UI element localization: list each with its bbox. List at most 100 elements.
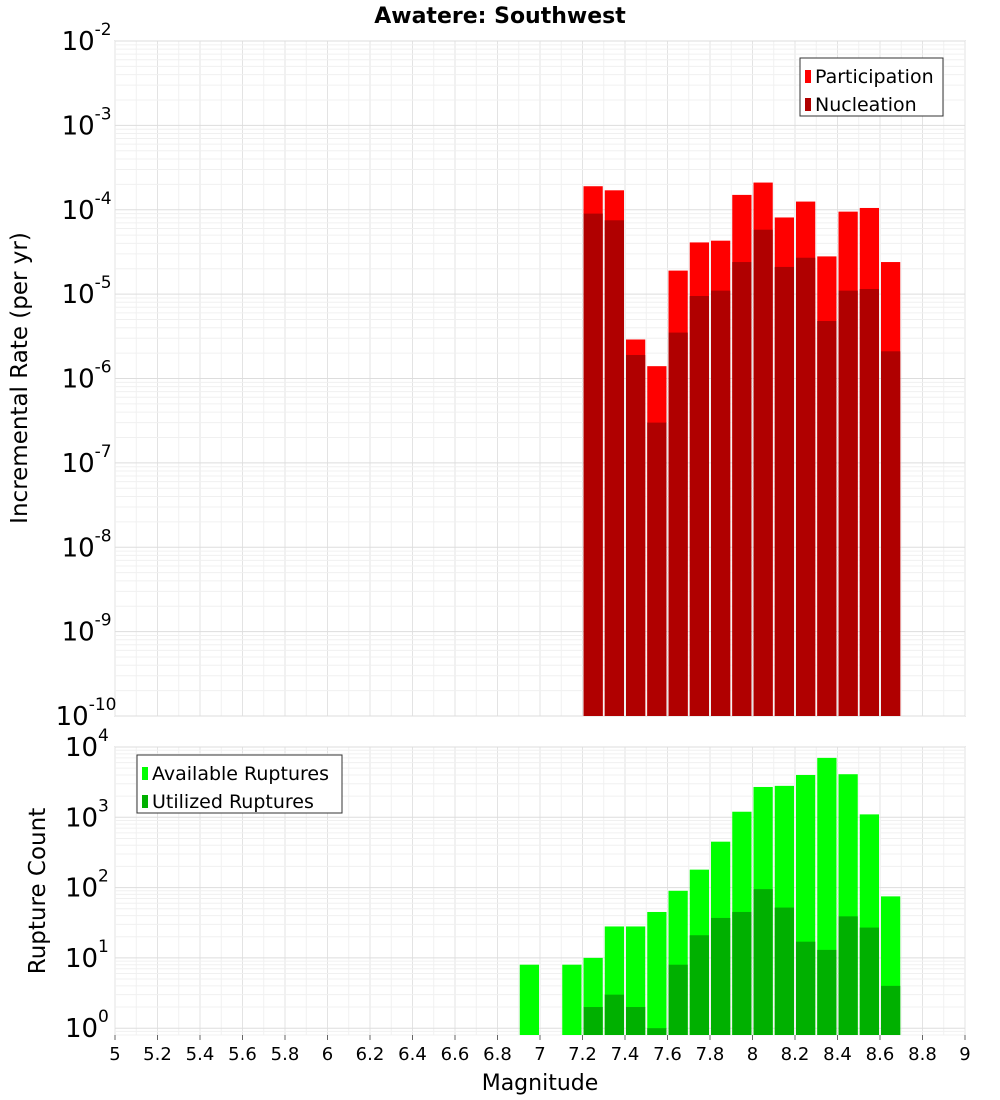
svg-text:10: 10 bbox=[62, 27, 95, 57]
x-tick-label: 9 bbox=[959, 1044, 970, 1065]
y-tick-label: 10 -5 bbox=[62, 273, 112, 310]
svg-text:-8: -8 bbox=[95, 526, 112, 546]
svg-text:10: 10 bbox=[62, 533, 95, 563]
svg-text:-3: -3 bbox=[95, 104, 112, 124]
y-tick-label: 10 -2 bbox=[62, 20, 112, 57]
x-tick-label: 8.4 bbox=[823, 1044, 852, 1065]
y-tick-label: 10 -3 bbox=[62, 104, 112, 141]
svg-text:10: 10 bbox=[65, 803, 98, 833]
y-tick-label: 10 -8 bbox=[62, 526, 112, 563]
y-tick-label: 10 0 bbox=[65, 1007, 109, 1044]
y-tick-label: 10 -9 bbox=[62, 611, 112, 648]
x-tick-label: 8 bbox=[747, 1044, 758, 1065]
rate-legend: Participation Nucleation bbox=[799, 57, 944, 117]
count-legend: Available Ruptures Utilized Ruptures bbox=[136, 754, 343, 814]
x-tick-label: 7.8 bbox=[696, 1044, 725, 1065]
bar-nucleation bbox=[753, 229, 773, 717]
bar-utilized-ruptures bbox=[796, 941, 816, 1035]
x-tick-label: 5.2 bbox=[143, 1044, 172, 1065]
svg-text:10: 10 bbox=[65, 1014, 98, 1044]
magnitude-x-ticks: 5 5.2 5.4 5.6 5.8 6 6.2 6.4 6.6 6.8 7 7.2 7.4 7.6 7.8 8… bbox=[109, 1035, 971, 1065]
x-tick-label: 6.8 bbox=[483, 1044, 512, 1065]
bar-utilized-ruptures bbox=[647, 1028, 667, 1035]
bar-nucleation bbox=[817, 321, 837, 716]
x-tick-label: 8.6 bbox=[866, 1044, 895, 1065]
x-tick-label: 7 bbox=[534, 1044, 545, 1065]
bar-utilized-ruptures bbox=[774, 907, 794, 1035]
svg-text:10: 10 bbox=[62, 449, 95, 479]
legend-swatch bbox=[805, 98, 811, 111]
x-tick-label: 5.4 bbox=[186, 1044, 215, 1065]
legend-entry: Participation bbox=[815, 66, 934, 88]
y-tick-label: 10 -10 bbox=[56, 695, 117, 732]
y-tick-label: 10 -4 bbox=[62, 189, 112, 226]
bar-nucleation bbox=[626, 354, 646, 716]
x-tick-label: 6.6 bbox=[441, 1044, 470, 1065]
svg-text:4: 4 bbox=[98, 726, 109, 746]
bar-available-ruptures bbox=[647, 911, 667, 1035]
bar-nucleation bbox=[583, 213, 603, 717]
chart-title: Awatere: Southwest bbox=[374, 4, 626, 29]
svg-text:10: 10 bbox=[65, 944, 98, 974]
svg-text:2: 2 bbox=[98, 867, 109, 887]
y-tick-label: 10 -7 bbox=[62, 442, 112, 479]
bar-utilized-ruptures bbox=[668, 964, 688, 1035]
svg-text:10: 10 bbox=[62, 111, 95, 141]
count-bars bbox=[519, 757, 901, 1035]
legend-swatch bbox=[805, 70, 811, 83]
y-tick-label: 10 2 bbox=[65, 867, 109, 904]
bar-utilized-ruptures bbox=[732, 911, 752, 1035]
y-tick-label: 10 -6 bbox=[62, 358, 112, 395]
bar-utilized-ruptures bbox=[817, 949, 837, 1035]
bar-utilized-ruptures bbox=[838, 916, 858, 1035]
x-tick-label: 7.4 bbox=[611, 1044, 640, 1065]
bar-nucleation bbox=[774, 266, 794, 716]
svg-text:-5: -5 bbox=[95, 273, 112, 293]
x-axis-label: Magnitude bbox=[482, 1071, 599, 1096]
bar-utilized-ruptures bbox=[689, 935, 709, 1035]
svg-text:-4: -4 bbox=[95, 189, 112, 209]
bar-nucleation bbox=[881, 351, 901, 716]
legend-entry: Nucleation bbox=[815, 94, 917, 116]
bar-utilized-ruptures bbox=[753, 889, 773, 1035]
rate-grid bbox=[114, 40, 966, 717]
legend-box bbox=[136, 754, 343, 814]
svg-text:1: 1 bbox=[98, 937, 109, 957]
legend-swatch bbox=[142, 767, 148, 780]
svg-text:-7: -7 bbox=[95, 442, 112, 462]
rate-bars bbox=[583, 182, 901, 717]
count-y-axis-label: Rupture Count bbox=[25, 808, 51, 974]
bar-nucleation bbox=[689, 296, 709, 716]
x-tick-label: 7.6 bbox=[653, 1044, 682, 1065]
bar-nucleation bbox=[711, 290, 731, 716]
svg-text:10: 10 bbox=[62, 196, 95, 226]
svg-text:-10: -10 bbox=[89, 695, 117, 715]
svg-text:10: 10 bbox=[56, 702, 89, 732]
svg-text:-9: -9 bbox=[95, 611, 112, 631]
x-tick-label: 6.2 bbox=[356, 1044, 385, 1065]
bar-utilized-ruptures bbox=[859, 927, 879, 1035]
svg-text:3: 3 bbox=[98, 796, 109, 816]
bar-nucleation bbox=[859, 289, 879, 716]
y-tick-label: 10 3 bbox=[65, 796, 109, 833]
bar-available-ruptures bbox=[519, 964, 539, 1035]
svg-text:10: 10 bbox=[62, 618, 95, 648]
x-tick-label: 5.8 bbox=[271, 1044, 300, 1065]
bar-utilized-ruptures bbox=[626, 1007, 646, 1035]
x-tick-label: 5 bbox=[109, 1044, 120, 1065]
bar-nucleation bbox=[668, 332, 688, 716]
bar-utilized-ruptures bbox=[881, 985, 901, 1035]
x-tick-label: 8.8 bbox=[908, 1044, 937, 1065]
svg-text:10: 10 bbox=[65, 874, 98, 904]
bar-utilized-ruptures bbox=[604, 994, 624, 1035]
legend-swatch bbox=[142, 795, 148, 808]
x-tick-label: 8.2 bbox=[781, 1044, 810, 1065]
legend-entry: Utilized Ruptures bbox=[152, 791, 314, 813]
bar-nucleation bbox=[604, 220, 624, 717]
y-tick-label: 10 4 bbox=[65, 726, 109, 763]
svg-text:10: 10 bbox=[62, 365, 95, 395]
svg-text:10: 10 bbox=[62, 280, 95, 310]
